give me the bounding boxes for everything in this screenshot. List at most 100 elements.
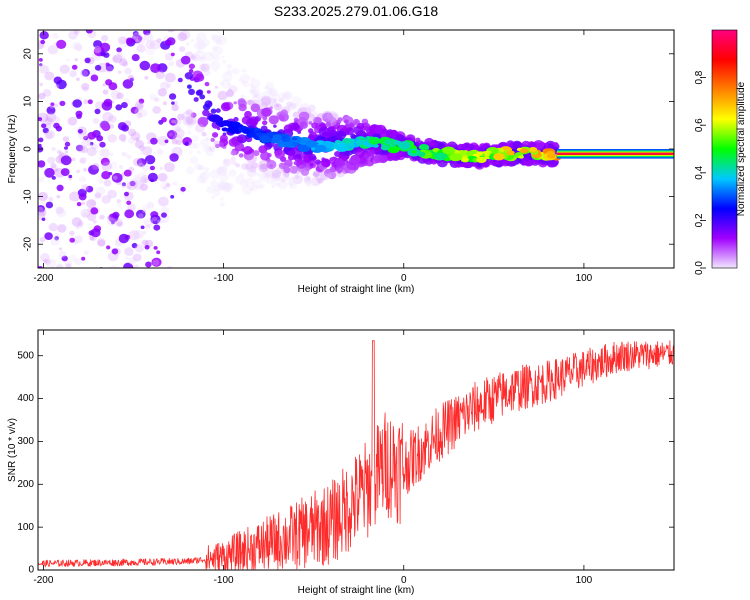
spectrogram-blob <box>137 172 147 181</box>
colorbar-gradient <box>712 30 737 268</box>
spectrogram-blob <box>93 45 102 54</box>
spectrogram-blob <box>64 146 68 150</box>
spectrogram-blob <box>166 83 172 88</box>
spectrogram-blob <box>242 80 250 88</box>
spectrogram-blob <box>291 96 302 106</box>
spectrogram-blob <box>247 99 255 106</box>
spectrogram-blob <box>284 159 293 168</box>
spectrogram-blob <box>195 73 205 82</box>
spectrogram-blob <box>234 175 245 185</box>
spectrogram-blob <box>118 164 124 169</box>
spectrogram-blob <box>125 37 134 45</box>
spectrogram-blob <box>250 86 260 96</box>
spectrogram-blob <box>112 56 119 62</box>
spectrogram-blob <box>47 156 56 164</box>
spectrogram-blob <box>203 51 215 62</box>
spectrogram-blob <box>147 141 151 145</box>
spectrogram-blob <box>38 206 44 213</box>
spectrogram-blob <box>277 180 288 190</box>
spectrogram-blob <box>359 157 367 165</box>
spectrogram-blob <box>164 72 176 83</box>
spectrogram-blob <box>162 101 168 106</box>
spectrogram-blob <box>509 142 513 147</box>
spectrogram-blob <box>158 196 169 207</box>
spectrogram-blob <box>145 40 155 50</box>
spectrogram-blob <box>141 146 153 156</box>
spectrogram-blob <box>60 155 72 166</box>
spectrogram-blob <box>43 258 48 264</box>
spectrogram-blob <box>81 256 86 261</box>
spectrogram-blob <box>195 50 206 60</box>
spectrogram-blob <box>155 70 165 79</box>
spectrogram-blob <box>139 149 146 155</box>
spectrogram-blob <box>134 244 144 253</box>
spectrogram-blob <box>286 101 293 108</box>
spectrogram-xlabel: Height of straight line (km) <box>298 284 415 295</box>
spectrogram-blob <box>200 138 209 147</box>
spectrogram-blob <box>326 111 338 121</box>
x-tick-label: -200 <box>33 575 53 586</box>
spectrogram-blob <box>50 163 57 169</box>
spectrogram-blob <box>468 143 475 150</box>
spectrogram-blob <box>202 109 210 117</box>
spectrogram-blob <box>133 174 141 181</box>
spectrogram-blob <box>56 195 61 199</box>
spectrogram-blobs <box>38 18 674 268</box>
spectrogram-blob <box>129 77 134 82</box>
spectrogram-blob <box>308 110 318 118</box>
spectrogram-blob <box>252 150 260 157</box>
spectrogram-blob <box>91 143 98 150</box>
spectrogram-blob <box>258 145 268 154</box>
spectrogram-blob <box>45 130 55 139</box>
spectrogram-blob <box>216 166 228 177</box>
spectrogram-blob <box>149 39 161 50</box>
spectrogram-blob <box>231 67 240 75</box>
spectrogram-blob <box>109 264 119 268</box>
spectrogram-blob <box>126 180 137 191</box>
spectrogram-blob <box>51 176 56 180</box>
spectrogram-blob <box>209 169 221 180</box>
spectrogram-blob <box>210 60 221 71</box>
spectrogram-blob <box>329 166 336 172</box>
spectrogram-blob <box>76 222 83 228</box>
spectrogram-blob <box>260 125 268 132</box>
spectrogram-blob <box>195 90 203 96</box>
spectrogram-blob <box>250 89 256 94</box>
spectrogram-blob <box>227 88 232 92</box>
spectrogram-blob <box>44 232 53 241</box>
spectrogram-blob <box>188 141 197 149</box>
spectrogram-blob <box>188 63 195 70</box>
spectrogram-blob <box>327 171 337 180</box>
spectrogram-blob <box>177 77 183 83</box>
spectrogram-blob <box>152 259 160 266</box>
snr-ticks: -200 -100 0 100 0 100 200 300 400 500 <box>17 330 674 586</box>
spectrogram-blob <box>152 106 161 114</box>
spectrogram-blob <box>157 88 168 97</box>
colorbar-label: Normalized spectral amplitude <box>736 81 747 216</box>
spectrogram-blob <box>239 179 249 188</box>
spectrogram-blob <box>40 200 47 207</box>
spectrogram-blob <box>101 35 109 42</box>
spectrogram-blob <box>142 204 150 212</box>
spectrogram-blob <box>254 94 258 98</box>
spectrogram-blob <box>94 108 101 115</box>
spectrogram-blob <box>115 104 123 111</box>
spectrogram-blob <box>276 183 281 187</box>
spectrogram-ridge-blob <box>417 151 426 157</box>
spectrogram-blob <box>92 117 100 124</box>
spectrogram-blob <box>141 239 149 246</box>
spectrogram-blob <box>87 131 96 140</box>
spectrogram-blob <box>53 103 59 108</box>
spectrogram-blob <box>195 18 200 23</box>
spectrogram-ridge-blob <box>442 146 456 155</box>
spectrogram-blob <box>381 128 388 134</box>
spectrogram-blob <box>168 132 173 137</box>
spectrogram-blob <box>196 41 206 51</box>
spectrogram-blob <box>186 115 197 126</box>
spectrogram-blob <box>268 88 275 94</box>
spectrogram-blob <box>75 226 79 230</box>
spectrogram-blob <box>76 77 80 81</box>
spectrogram-blob <box>150 63 161 73</box>
spectrogram-blob <box>90 207 99 215</box>
spectrogram-blob <box>214 85 219 89</box>
